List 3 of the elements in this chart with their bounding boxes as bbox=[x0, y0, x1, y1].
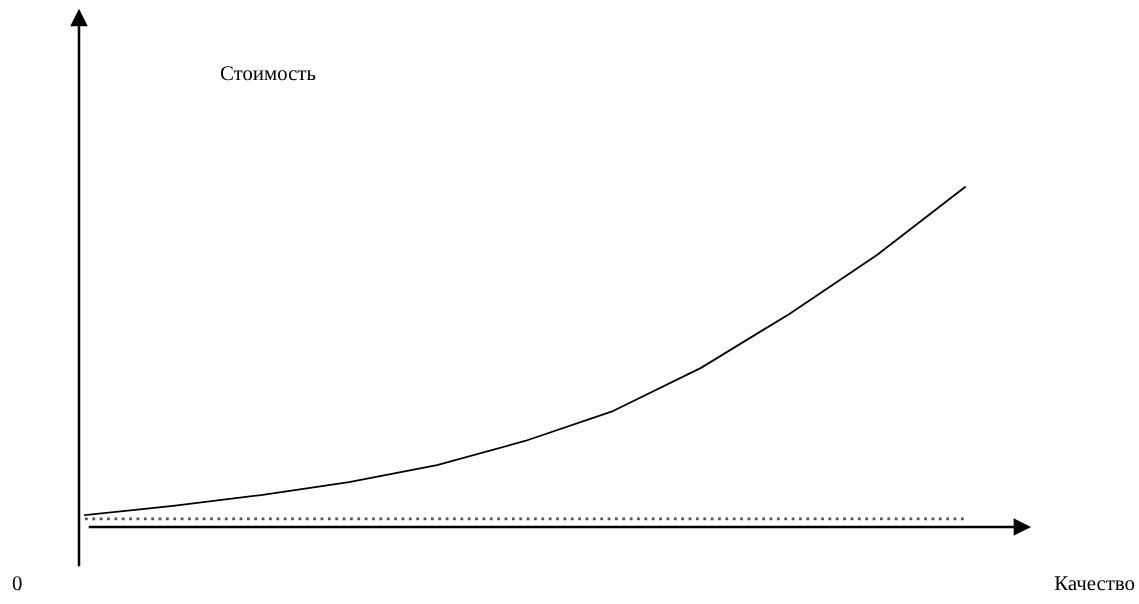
text: 0 bbox=[12, 576, 22, 591]
text: Стоимость bbox=[220, 66, 316, 81]
x-axis-title: Качество bbox=[1054, 576, 1135, 591]
